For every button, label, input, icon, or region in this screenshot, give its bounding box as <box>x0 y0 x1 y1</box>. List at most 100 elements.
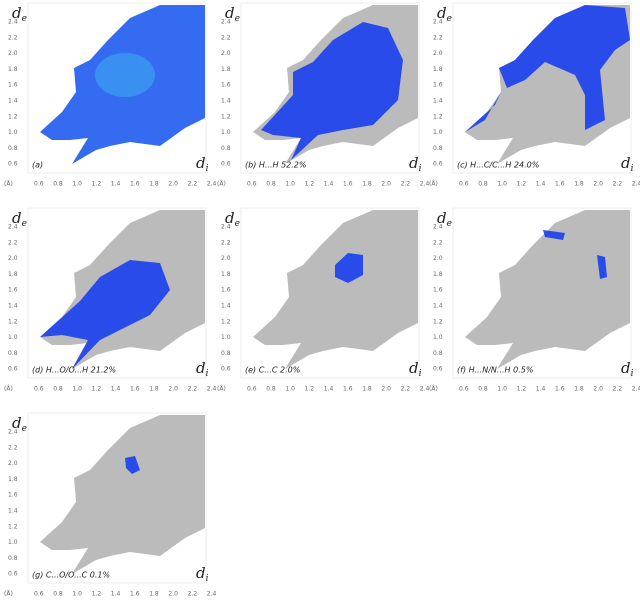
x-tick-label: 0.8 <box>478 181 488 188</box>
x-tick-label: 1.8 <box>149 591 159 598</box>
y-tick-label: 1.0 <box>433 129 443 136</box>
panel-label: (e) C...C 2.0% <box>245 366 300 375</box>
x-tick-label: 2.4 <box>420 181 430 188</box>
x-tick-label: 1.2 <box>92 181 102 188</box>
y-tick-label: 1.6 <box>8 287 18 294</box>
x-tick-label: 0.8 <box>478 386 488 393</box>
x-tick-label: 0.8 <box>53 591 63 598</box>
y-tick-label: 1.2 <box>8 113 18 120</box>
x-tick-label: 1.4 <box>324 181 334 188</box>
y-axis-label: de <box>437 209 452 229</box>
x-tick-label: 2.0 <box>593 386 603 393</box>
y-tick-label: 1.2 <box>8 523 18 530</box>
x-axis-label: di <box>196 154 209 174</box>
x-unit: (Å) <box>4 386 13 393</box>
y-tick-label: 1.0 <box>221 129 231 136</box>
x-tick-label: 2.0 <box>168 386 178 393</box>
x-tick-label: 1.4 <box>536 386 546 393</box>
x-tick-label: 1.8 <box>149 386 159 393</box>
y-tick-label: 1.4 <box>221 303 231 310</box>
y-tick-label: 1.2 <box>433 318 443 325</box>
panel: 2.4 2.2 2.0 1.8 1.6 1.4 1.2 1.0 0.8 0.6 (Å) 0.6 0.8 1… <box>4 412 217 598</box>
x-axis-label: di <box>621 154 634 174</box>
x-tick-label: 1.4 <box>111 386 121 393</box>
y-tick-label: 1.6 <box>433 82 443 89</box>
x-unit: (Å) <box>217 181 226 188</box>
x-tick-label: 0.8 <box>53 386 63 393</box>
y-tick-label: 2.4 <box>433 224 443 231</box>
y-tick-label: 2.0 <box>8 460 18 467</box>
y-tick-label: 1.0 <box>8 539 18 546</box>
y-axis-label-sub: e <box>447 14 452 24</box>
y-tick-label: 1.2 <box>221 318 231 325</box>
fingerprint-full <box>465 210 630 369</box>
x-tick-label: 1.0 <box>72 591 82 598</box>
y-tick-label: 0.8 <box>8 350 18 357</box>
panel: 2.4 2.2 2.0 1.8 1.6 1.4 1.2 1.0 0.8 0.6 (Å) 0.6 0.8 1… <box>217 207 430 393</box>
x-tick-label: 1.8 <box>149 181 159 188</box>
y-tick-label: 2.0 <box>433 255 443 262</box>
y-tick-label: 0.8 <box>8 555 18 562</box>
y-tick-label: 0.6 <box>8 366 18 373</box>
x-unit: (Å) <box>4 181 13 188</box>
x-tick-label: 1.2 <box>517 386 527 393</box>
x-tick-label: 0.6 <box>34 181 44 188</box>
x-tick-label: 1.0 <box>497 386 507 393</box>
y-tick-label: 1.8 <box>8 476 18 483</box>
x-axis-label-main: d <box>196 359 206 377</box>
x-tick-label: 0.8 <box>266 181 276 188</box>
panel-label: (c) H...C/C...H 24.0% <box>457 161 539 170</box>
x-axis-label-main: d <box>621 154 631 172</box>
y-tick-label: 2.0 <box>8 50 18 57</box>
x-tick-label: 2.2 <box>401 386 411 393</box>
y-axis-label-main: d <box>437 209 447 227</box>
x-tick-label: 2.0 <box>168 181 178 188</box>
y-axis-label: de <box>225 4 240 24</box>
y-tick-label: 2.2 <box>221 34 231 41</box>
x-tick-label: 1.8 <box>574 386 584 393</box>
y-axis-label-sub: e <box>22 424 27 434</box>
y-tick-label: 1.6 <box>8 492 18 499</box>
y-tick-label: 0.6 <box>221 161 231 168</box>
fingerprint-contribution <box>40 260 170 369</box>
x-tick-label: 1.2 <box>517 181 527 188</box>
x-tick-label: 2.2 <box>188 591 198 598</box>
x-tick-label: 2.0 <box>168 591 178 598</box>
panel-label: (b) H...H 52.2% <box>245 161 306 170</box>
x-tick-label: 0.8 <box>53 181 63 188</box>
y-tick-label: 2.2 <box>433 34 443 41</box>
y-tick-label: 1.8 <box>221 271 231 278</box>
x-axis-label-sub: i <box>419 164 422 174</box>
x-axis-label-main: d <box>196 154 206 172</box>
y-tick-label: 1.0 <box>8 334 18 341</box>
fingerprint-contribution <box>597 255 607 279</box>
y-tick-label: 1.6 <box>433 287 443 294</box>
y-tick-label: 2.4 <box>433 19 443 26</box>
panel-label: (d) H...O/O...H 21.2% <box>32 366 116 375</box>
y-tick-label: 1.0 <box>8 129 18 136</box>
x-tick-label: 2.2 <box>613 181 623 188</box>
x-axis-label-main: d <box>621 359 631 377</box>
y-axis-label-sub: e <box>447 219 452 229</box>
y-tick-label: 1.8 <box>8 271 18 278</box>
x-tick-label: 2.0 <box>381 386 391 393</box>
y-tick-label: 0.6 <box>221 366 231 373</box>
x-axis-label-main: d <box>196 564 206 582</box>
y-tick-label: 2.4 <box>8 224 18 231</box>
x-tick-label: 2.2 <box>188 181 198 188</box>
x-tick-label: 1.0 <box>497 181 507 188</box>
x-tick-label: 0.6 <box>34 591 44 598</box>
y-tick-label: 2.2 <box>221 239 231 246</box>
fingerprint-core <box>95 53 155 97</box>
y-tick-label: 1.4 <box>221 98 231 105</box>
y-tick-label: 2.4 <box>221 224 231 231</box>
y-tick-label: 1.4 <box>8 98 18 105</box>
x-tick-label: 1.6 <box>130 181 140 188</box>
panel: 2.4 2.2 2.0 1.8 1.6 1.4 1.2 1.0 0.8 0.6 (Å) 0.6 0.8 1… <box>429 207 640 393</box>
y-tick-label: 0.8 <box>433 145 443 152</box>
y-tick-label: 0.6 <box>8 161 18 168</box>
x-tick-label: 1.6 <box>130 386 140 393</box>
x-axis-label-sub: i <box>631 164 634 174</box>
x-tick-label: 0.6 <box>247 386 257 393</box>
